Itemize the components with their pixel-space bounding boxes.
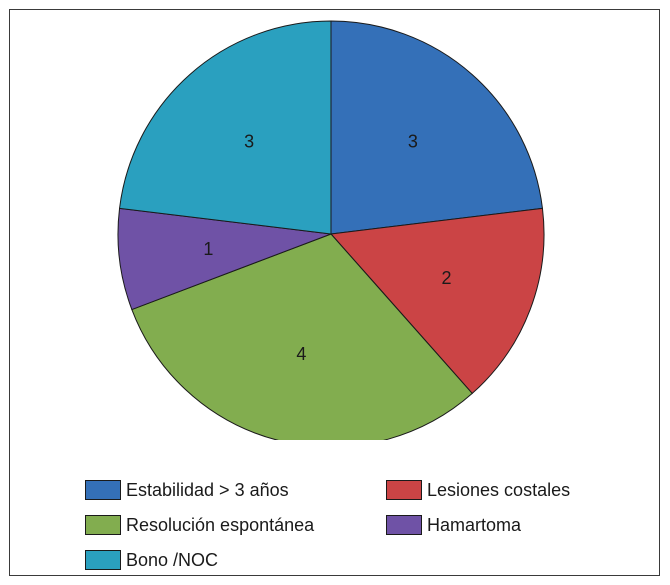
data-label-lesiones-costales: 2 xyxy=(441,268,451,288)
legend-label: Hamartoma xyxy=(427,514,522,535)
legend-item-bono-noc: Bono /NOC xyxy=(85,548,218,572)
legend-item-lesiones-costales: Lesiones costales xyxy=(386,478,570,502)
legend-item-estabilidad: Estabilidad > 3 años xyxy=(85,478,289,502)
legend-swatch xyxy=(85,550,121,570)
data-label-bono-noc: 3 xyxy=(244,132,254,152)
pie-slice-lesiones-costales xyxy=(329,207,545,395)
legend-label: Estabilidad > 3 años xyxy=(126,479,289,500)
data-label-resolucion-espontanea: 4 xyxy=(296,344,306,364)
data-label-hamartoma: 1 xyxy=(203,239,213,259)
pie-slice-hamartoma xyxy=(117,207,332,311)
legend-label: Resolución espontánea xyxy=(126,514,315,535)
legend-item-resolucion-espontanea: Resolución espontánea xyxy=(85,513,314,537)
legend-swatch xyxy=(85,480,121,500)
pie-slice-resolucion-espontanea xyxy=(131,233,473,440)
data-label-estabilidad-3-anos: 3 xyxy=(408,132,418,152)
pie-slice-bono-noc xyxy=(118,20,332,235)
legend-label: Lesiones costales xyxy=(427,479,571,500)
legend-swatch xyxy=(386,515,422,535)
pie-slice-estabilidad-3-anos xyxy=(330,20,544,235)
legend-item-hamartoma: Hamartoma xyxy=(386,513,521,537)
pie-chart: 3 2 4 1 3 xyxy=(117,20,545,440)
chart-frame: 3 2 4 1 3 Estabilidad > 3 años Lesiones cost… xyxy=(9,9,660,576)
legend-swatch xyxy=(386,480,422,500)
legend-swatch xyxy=(85,515,121,535)
legend-label: Bono /NOC xyxy=(126,549,219,570)
